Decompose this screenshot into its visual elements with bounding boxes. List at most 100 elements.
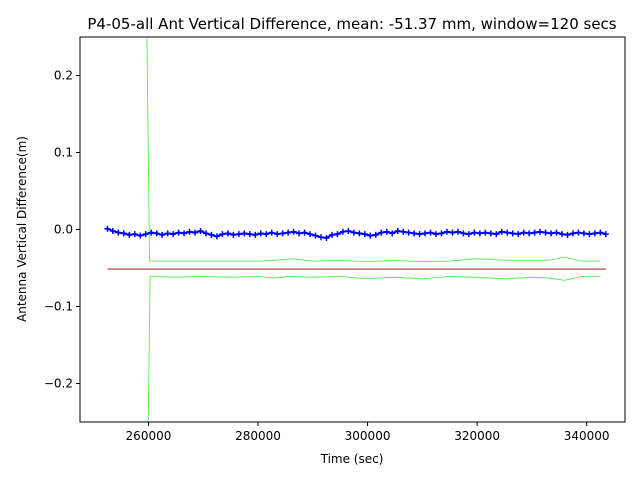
data-point-marker	[422, 230, 429, 237]
data-point-marker	[181, 230, 188, 237]
data-point-marker	[142, 231, 149, 238]
data-point-marker	[531, 229, 538, 236]
data-point-marker	[224, 230, 231, 237]
y-tick-label: 0.1	[54, 146, 73, 160]
data-point-marker	[405, 229, 412, 236]
x-tick-label: 320000	[454, 429, 500, 443]
y-axis: −0.2 −0.1 0.0 0.1 0.2	[44, 69, 80, 391]
data-point-marker	[120, 230, 127, 237]
data-point-marker	[192, 229, 199, 236]
data-point-marker	[438, 230, 445, 237]
data-point-marker	[159, 231, 166, 238]
data-point-marker	[241, 230, 248, 237]
x-tick-label: 260000	[126, 429, 172, 443]
data-point-marker	[580, 230, 587, 237]
data-point-marker	[416, 231, 423, 238]
data-point-marker	[318, 234, 325, 241]
data-point-marker	[186, 228, 193, 235]
data-point-marker	[465, 231, 472, 238]
data-point-marker	[213, 233, 220, 240]
chart-title: P4-05-all Ant Vertical Difference, mean:…	[87, 15, 616, 33]
x-axis: 260000 280000 300000 320000 340000	[126, 422, 610, 443]
y-tick-label: −0.2	[44, 377, 73, 391]
data-point-marker	[307, 231, 314, 238]
data-point-marker	[235, 231, 242, 238]
data-point-marker	[498, 228, 505, 235]
data-point-marker	[394, 228, 401, 235]
data-point-marker	[312, 232, 319, 239]
data-point-marker	[487, 230, 494, 237]
data-point-marker	[115, 229, 122, 236]
data-point-marker	[449, 229, 456, 236]
data-point-marker	[537, 228, 544, 235]
data-point-marker	[400, 228, 407, 235]
data-point-marker	[460, 230, 467, 237]
data-point-marker	[383, 228, 390, 235]
data-point-marker	[334, 231, 341, 238]
data-point-marker	[345, 228, 352, 235]
data-point-marker	[202, 230, 209, 237]
data-point-marker	[367, 232, 374, 239]
data-point-marker	[569, 230, 576, 237]
data-point-marker	[427, 229, 434, 236]
plot-area	[104, 37, 609, 422]
data-point-marker	[175, 229, 182, 236]
data-point-marker	[290, 228, 297, 235]
data-point-marker	[328, 231, 335, 238]
data-point-marker	[246, 231, 253, 238]
data-point-marker	[208, 231, 215, 238]
data-point-marker	[296, 230, 303, 237]
data-point-marker	[482, 229, 489, 236]
data-point-marker	[520, 229, 527, 236]
data-point-marker	[591, 230, 598, 237]
data-point-marker	[170, 231, 177, 238]
data-point-marker	[137, 232, 144, 239]
data-point-marker	[361, 231, 368, 238]
data-point-marker	[542, 229, 549, 236]
data-point-marker	[597, 229, 604, 236]
data-point-marker	[515, 231, 522, 238]
x-axis-label: Time (sec)	[320, 452, 384, 466]
data-point-marker	[285, 229, 292, 236]
data-point-marker	[252, 231, 259, 238]
data-point-marker	[602, 231, 609, 238]
y-axis-label: Antenna Vertical Difference(m)	[15, 136, 29, 322]
data-point-marker	[323, 234, 330, 241]
data-point-marker	[301, 229, 308, 236]
data-point-marker	[553, 229, 560, 236]
data-point-marker	[493, 231, 500, 238]
data-point-marker	[526, 230, 533, 237]
data-point-marker	[356, 230, 363, 237]
data-point-marker	[443, 228, 450, 235]
data-point-marker	[433, 231, 440, 238]
data-point-marker	[148, 229, 155, 236]
data-point-marker	[471, 229, 478, 236]
data-point-marker	[372, 231, 379, 238]
data-point-marker	[104, 225, 111, 232]
data-point-marker	[274, 231, 281, 238]
data-point-marker	[509, 230, 516, 237]
data-point-marker	[389, 230, 396, 237]
data-point-marker	[575, 229, 582, 236]
data-point-marker	[559, 231, 566, 238]
data-point-marker	[586, 231, 593, 238]
data-point-marker	[411, 230, 418, 237]
y-tick-label: 0.0	[54, 223, 73, 237]
data-point-marker	[476, 230, 483, 237]
plot-frame	[79, 36, 626, 423]
series-band-upper-line	[146, 37, 601, 263]
data-point-marker	[378, 229, 385, 236]
y-tick-label: 0.2	[54, 69, 73, 83]
data-point-marker	[219, 231, 226, 238]
data-point-marker	[126, 231, 133, 238]
data-point-marker	[257, 230, 264, 237]
y-tick-label: −0.1	[44, 300, 73, 314]
data-point-marker	[197, 228, 204, 235]
data-point-marker	[339, 228, 346, 235]
data-point-marker	[564, 231, 571, 238]
data-point-marker	[164, 230, 171, 237]
data-point-marker	[548, 230, 555, 237]
data-point-marker	[263, 231, 270, 238]
data-point-marker	[454, 228, 461, 235]
